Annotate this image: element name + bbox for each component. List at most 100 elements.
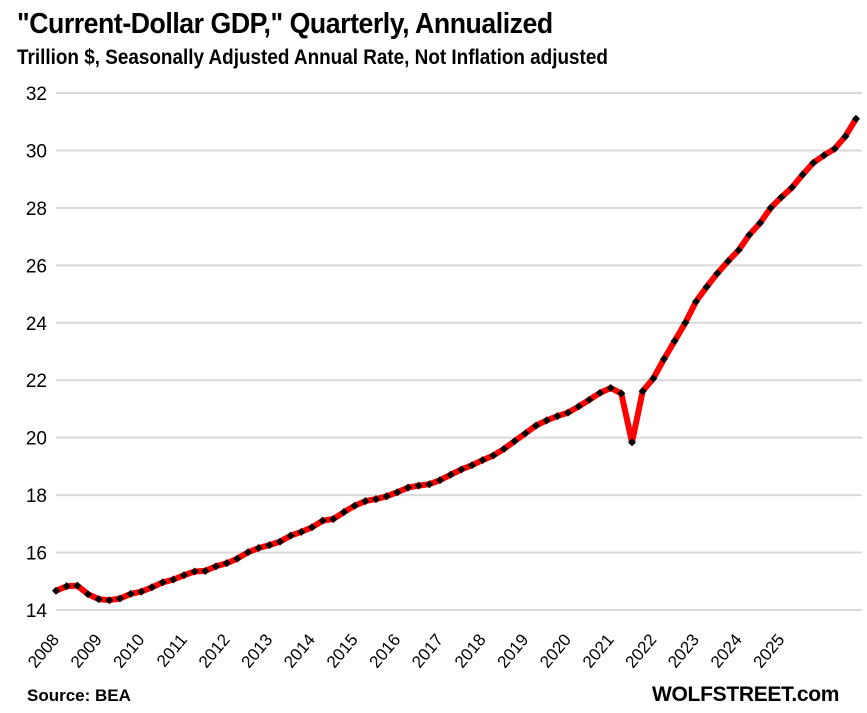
data-point-marker	[553, 412, 562, 421]
data-point-marker	[233, 554, 242, 563]
data-point-marker	[148, 583, 156, 592]
data-point-marker	[158, 578, 167, 587]
x-tick-label: 2015	[323, 630, 362, 671]
data-point-marker	[201, 566, 210, 575]
x-tick-label: 2010	[110, 630, 149, 671]
x-tick-label: 2023	[664, 630, 703, 671]
data-point-marker	[116, 594, 124, 603]
y-tick-label: 14	[26, 601, 48, 622]
data-point-marker	[777, 193, 786, 202]
data-point-marker	[137, 587, 146, 596]
data-point-marker	[84, 590, 92, 599]
data-point-marker	[382, 492, 391, 501]
data-point-marker	[393, 488, 402, 497]
data-point-marker	[574, 402, 583, 411]
data-point-marker	[628, 438, 636, 447]
data-point-marker	[425, 480, 434, 489]
data-point-marker	[212, 562, 220, 571]
data-point-marker	[308, 523, 316, 532]
data-point-marker	[468, 461, 476, 470]
y-tick-label: 18	[26, 486, 47, 507]
gdp-series-line	[53, 115, 859, 604]
x-axis-ticks: 2008 2009 2010 2011 2012 2013 2014 2015 2016 2017…	[24, 630, 788, 671]
y-tick-label: 26	[26, 256, 47, 277]
data-point-marker	[318, 516, 327, 525]
x-tick-label: 2024	[707, 630, 746, 671]
y-axis-ticks: 14 16 18 20 22 24 26 28 30 32	[26, 84, 48, 622]
data-point-marker	[180, 571, 188, 580]
data-point-marker	[446, 470, 455, 479]
y-tick-label: 16	[26, 544, 47, 565]
data-point-marker	[532, 421, 540, 430]
data-point-marker	[766, 203, 775, 212]
data-point-marker	[606, 383, 615, 392]
data-point-marker	[297, 527, 306, 536]
gridlines	[56, 92, 862, 611]
x-tick-label: 2012	[195, 630, 234, 671]
data-point-marker	[510, 437, 519, 446]
series-layer	[52, 114, 860, 605]
data-point-marker	[692, 297, 700, 306]
data-point-marker	[340, 508, 348, 517]
data-point-marker	[596, 388, 604, 397]
x-tick-label: 2025	[750, 630, 789, 671]
y-tick-label: 30	[26, 141, 47, 162]
x-tick-label: 2014	[280, 630, 319, 671]
chart-subtitle: Trillion $, Seasonally Adjusted Annual R…	[17, 46, 608, 69]
y-tick-label: 24	[26, 314, 48, 335]
data-point-marker	[617, 389, 626, 398]
data-point-marker	[190, 567, 199, 576]
data-point-marker	[276, 537, 284, 546]
data-point-marker	[564, 408, 572, 417]
x-tick-label: 2018	[451, 630, 490, 671]
data-point-marker	[126, 589, 135, 598]
data-point-marker	[798, 170, 807, 179]
data-point-marker	[254, 543, 263, 552]
data-point-marker	[852, 114, 860, 123]
data-point-marker	[724, 257, 732, 266]
data-point-marker	[350, 501, 359, 510]
x-tick-label: 2021	[579, 630, 618, 671]
y-tick-label: 20	[26, 429, 47, 450]
source-note: Source: BEA	[27, 686, 131, 705]
data-point-marker	[500, 444, 508, 453]
x-tick-label: 2022	[622, 630, 661, 671]
data-point-marker	[436, 476, 444, 485]
data-point-marker	[404, 483, 412, 492]
x-tick-label: 2009	[67, 630, 106, 671]
x-tick-label: 2016	[366, 630, 405, 671]
data-point-marker	[265, 541, 274, 550]
data-point-marker	[372, 495, 380, 504]
data-point-marker	[734, 246, 743, 255]
data-point-marker	[745, 230, 754, 239]
data-point-marker	[244, 548, 252, 557]
data-point-marker	[649, 374, 658, 383]
data-point-marker	[169, 575, 178, 584]
data-point-marker	[542, 416, 551, 425]
data-point-marker	[841, 132, 850, 141]
data-point-marker	[414, 481, 423, 490]
x-tick-label: 2017	[408, 630, 447, 671]
data-point-marker	[638, 387, 647, 396]
x-tick-label: 2013	[238, 630, 277, 671]
chart-title: "Current-Dollar GDP," Quarterly, Annuali…	[17, 8, 553, 40]
data-point-marker	[681, 318, 690, 327]
data-point-marker	[361, 497, 370, 506]
data-point-marker	[585, 395, 594, 404]
data-point-marker	[478, 456, 487, 465]
data-point-marker	[329, 514, 338, 523]
data-point-marker	[286, 531, 295, 540]
data-point-marker	[73, 581, 82, 590]
data-point-marker	[521, 429, 530, 438]
y-tick-label: 22	[26, 371, 47, 392]
x-tick-label: 2020	[536, 630, 575, 671]
data-point-marker	[660, 354, 668, 363]
data-point-marker	[222, 559, 231, 568]
data-point-marker	[788, 183, 796, 192]
y-tick-label: 28	[26, 199, 47, 220]
data-point-marker	[670, 336, 679, 345]
data-point-marker	[713, 269, 722, 278]
data-point-marker	[105, 596, 114, 605]
data-point-marker	[820, 151, 828, 160]
